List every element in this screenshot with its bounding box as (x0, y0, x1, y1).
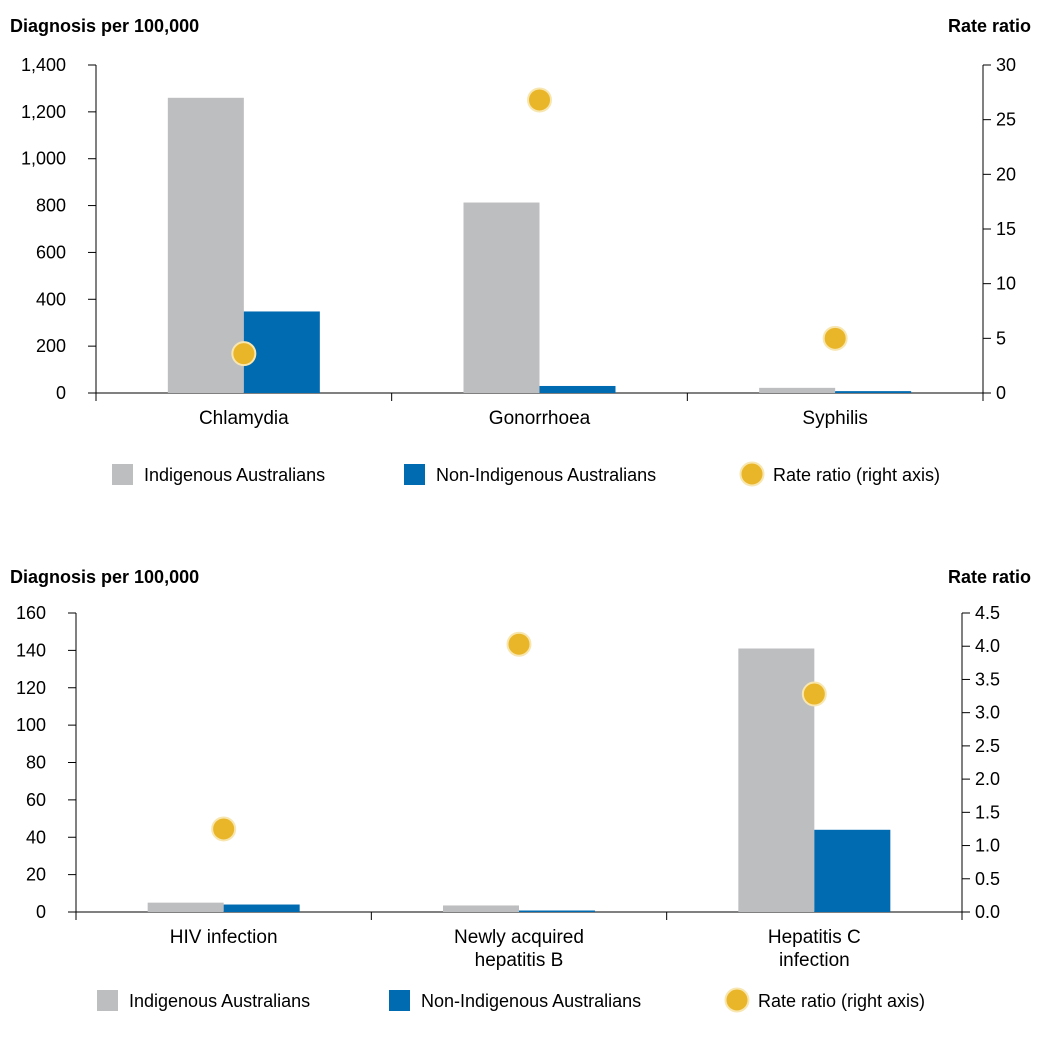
chart-1-bar-indigenous (167, 97, 244, 394)
chart-2-y-tick-label: 120 (16, 678, 46, 698)
chart-1-y2-tick-label: 0 (996, 383, 1006, 403)
chart-1-legend-label-non-indigenous: Non-Indigenous Australians (436, 465, 656, 485)
chart-2-y-tick-label: 20 (26, 865, 46, 885)
chart-1-y2-tick-label: 25 (996, 110, 1016, 130)
chart-2-legend-label-rate-ratio: Rate ratio (right axis) (758, 991, 925, 1011)
chart-1-bar-indigenous (463, 202, 540, 393)
chart-2-y-axis-title: Diagnosis per 100,000 (10, 567, 199, 587)
chart-2-y-tick-label: 40 (26, 827, 46, 847)
chart-1-y2-tick-label: 20 (996, 164, 1016, 184)
chart-2-y2-tick-label: 3.5 (975, 669, 1000, 689)
chart-2-legend-label-non-indigenous: Non-Indigenous Australians (421, 991, 641, 1011)
chart-2-legend-swatch-rate-ratio (724, 987, 750, 1013)
chart-1-legend-label-indigenous: Indigenous Australians (144, 465, 325, 485)
chart-1-legend-swatch-indigenous (112, 464, 133, 485)
chart-2-rate-ratio-point (211, 816, 237, 842)
chart-2-category-label: infection (779, 950, 850, 971)
chart-1-bar-indigenous (759, 387, 836, 393)
chart-2-y2-axis-title: Rate ratio (948, 567, 1031, 587)
chart-2-y2-tick-label: 2.0 (975, 769, 1000, 789)
chart-2-bar-indigenous (738, 648, 815, 912)
chart-1-y2-tick-label: 5 (996, 328, 1006, 348)
chart-1-rate-ratio-point (527, 87, 552, 113)
chart-1-y2-tick-label: 30 (996, 55, 1016, 75)
chart-1-y-axis-title: Diagnosis per 100,000 (10, 16, 199, 36)
chart-1-y-tick-label: 1,000 (21, 149, 66, 169)
chart-2-y2-tick-label: 2.5 (975, 736, 1000, 756)
chart-2-y-tick-label: 100 (16, 715, 46, 735)
chart-1-category-label: Chlamydia (199, 408, 289, 429)
chart-2-bar-non-indigenous (223, 904, 300, 912)
chart-2-y2-tick-label: 4.5 (975, 603, 1000, 623)
chart-2-y2-tick-label: 0.5 (975, 869, 1000, 889)
chart-2-y2-tick-label: 0.0 (975, 902, 1000, 922)
chart-1-legend-label-rate-ratio: Rate ratio (right axis) (773, 465, 940, 485)
chart-1-y2-tick-label: 15 (996, 219, 1016, 239)
chart-1-y2-axis-title: Rate ratio (948, 16, 1031, 36)
chart-2-category-label: HIV infection (170, 927, 278, 948)
chart-1-y-tick-label: 1,200 (21, 102, 66, 122)
chart-1-y2-tick-label: 10 (996, 274, 1016, 294)
chart-2-bar-indigenous (147, 902, 224, 912)
chart-1-category-label: Gonorrhoea (489, 408, 591, 429)
chart-2-rate-ratio-point (801, 681, 827, 707)
chart-2-legend-swatch-non-indigenous (389, 990, 410, 1011)
chart-2-y2-tick-label: 4.0 (975, 636, 1000, 656)
chart-1-y-tick-label: 400 (36, 289, 66, 309)
chart-1-bar-non-indigenous (243, 311, 320, 393)
chart-2-bar-indigenous (443, 905, 519, 912)
chart-2-bar-non-indigenous (519, 910, 595, 912)
chart-2-category-label: Newly acquired (454, 927, 584, 948)
chart-1-bar-non-indigenous (835, 391, 912, 393)
chart-1-category-label: Syphilis (802, 408, 867, 429)
chart-2-y-tick-label: 0 (36, 902, 46, 922)
chart-1-rate-ratio-point (822, 325, 848, 351)
chart-1-legend-swatch-non-indigenous (404, 464, 425, 485)
chart-1-y-tick-label: 0 (56, 383, 66, 403)
chart-2-bar-non-indigenous (814, 829, 891, 912)
chart-1-rate-ratio-point (231, 341, 257, 367)
chart-1-legend-swatch-rate-ratio (739, 461, 765, 487)
chart-2-y-tick-label: 160 (16, 603, 46, 623)
chart-2-category-label: hepatitis B (475, 950, 564, 971)
chart-2-category-label: Hepatitis C (768, 927, 861, 948)
chart-1-y-tick-label: 800 (36, 196, 66, 216)
chart-1-y-tick-label: 1,400 (21, 55, 66, 75)
chart-1-y-tick-label: 600 (36, 242, 66, 262)
chart-2-y-tick-label: 60 (26, 790, 46, 810)
chart-2-y2-tick-label: 3.0 (975, 703, 1000, 723)
chart-2-legend-swatch-indigenous (97, 990, 118, 1011)
chart-2-y-tick-label: 140 (16, 640, 46, 660)
chart-2-y2-tick-label: 1.0 (975, 836, 1000, 856)
chart-2-legend-label-indigenous: Indigenous Australians (129, 991, 310, 1011)
chart-2-rate-ratio-point (506, 631, 532, 657)
chart-1-bar-non-indigenous (539, 385, 616, 393)
chart-2-y-tick-label: 80 (26, 753, 46, 773)
chart-1-y-tick-label: 200 (36, 336, 66, 356)
chart-2-y2-tick-label: 1.5 (975, 802, 1000, 822)
